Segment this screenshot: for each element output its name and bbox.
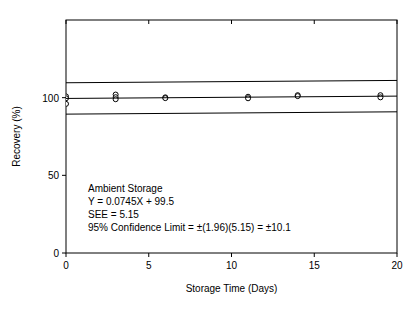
x-tick bbox=[66, 253, 67, 257]
y-tick-label: 100 bbox=[42, 93, 59, 104]
y-tick bbox=[62, 175, 66, 176]
point bbox=[66, 101, 69, 106]
line bbox=[66, 80, 397, 82]
plot-frame bbox=[66, 20, 397, 253]
line bbox=[66, 112, 397, 114]
x-tick-label: 5 bbox=[146, 260, 152, 271]
annotation: 95% Confidence Limit = ±(1.96)(5.15) = ±… bbox=[88, 222, 291, 233]
y-tick bbox=[62, 97, 66, 98]
x-tick-top bbox=[66, 20, 67, 24]
y-tick-label: 0 bbox=[53, 248, 59, 259]
x-tick bbox=[148, 253, 149, 257]
x-tick-label: 10 bbox=[226, 260, 238, 271]
x-tick-label: 0 bbox=[63, 260, 69, 271]
x-tick-top bbox=[314, 20, 315, 24]
x-tick bbox=[314, 253, 315, 257]
y-tick bbox=[62, 253, 66, 254]
y-tick-label: 50 bbox=[48, 170, 60, 181]
x-tick bbox=[397, 253, 398, 257]
x-tick-label: 15 bbox=[309, 260, 321, 271]
x-tick-top bbox=[148, 20, 149, 24]
point bbox=[246, 96, 251, 101]
annotation: Y = 0.0745X + 99.5 bbox=[88, 196, 174, 207]
line bbox=[66, 96, 397, 98]
y-axis-label: Recovery (%) bbox=[11, 106, 22, 167]
x-axis-label: Storage Time (Days) bbox=[186, 283, 278, 294]
point bbox=[378, 95, 383, 100]
annotation: Ambient Storage bbox=[88, 183, 163, 194]
point bbox=[295, 94, 300, 99]
plot-area bbox=[66, 80, 397, 114]
point bbox=[113, 97, 118, 102]
x-tick-top bbox=[231, 20, 232, 24]
x-tick-top bbox=[397, 20, 398, 24]
x-tick-label: 20 bbox=[391, 260, 403, 271]
annotation: SEE = 5.15 bbox=[88, 209, 139, 220]
chart: 0 5 10 15 20 0 50 100 Storage Time (Days) Recover… bbox=[0, 0, 412, 309]
x-tick bbox=[231, 253, 232, 257]
